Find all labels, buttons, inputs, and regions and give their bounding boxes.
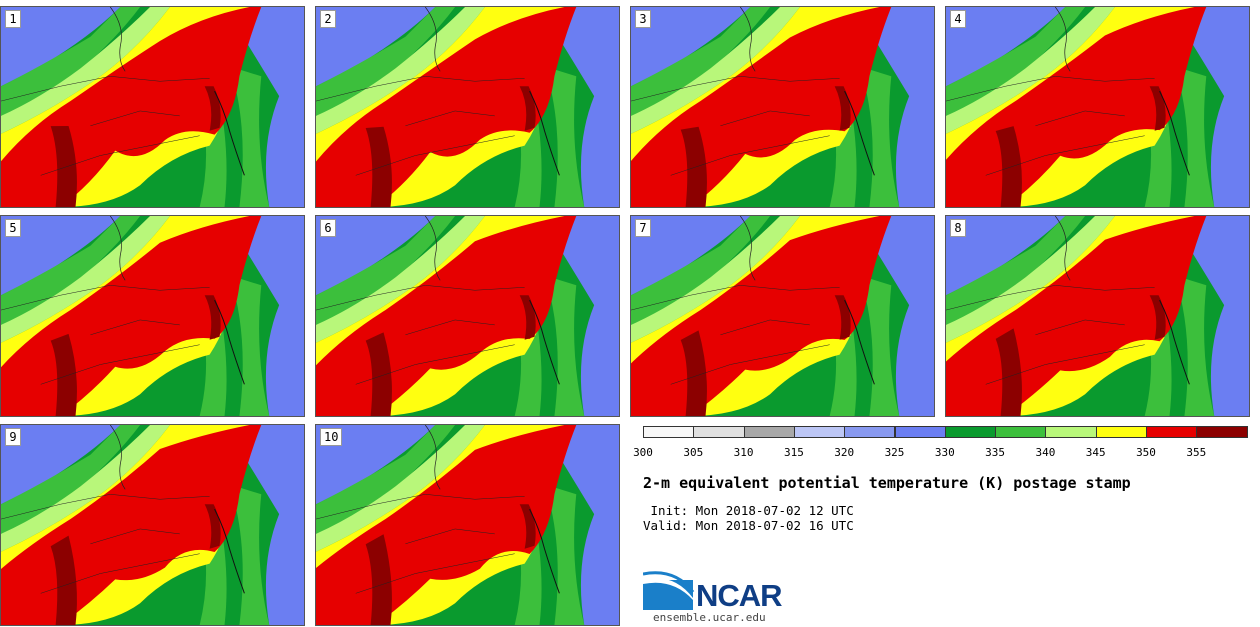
colorbar-tick-label: 315 — [783, 446, 804, 459]
ensemble-member-map: 5 — [0, 215, 305, 417]
member-number: 1 — [5, 10, 21, 28]
member-number: 6 — [320, 219, 336, 237]
colorbar-segment — [1146, 426, 1198, 438]
colorbar-segment — [693, 426, 745, 438]
member-number: 5 — [5, 219, 21, 237]
ensemble-member-map: 1 — [0, 6, 305, 208]
ensemble-member-map: 3 — [630, 6, 935, 208]
member-number: 8 — [950, 219, 966, 237]
member-number: 2 — [320, 10, 336, 28]
colorbar-segment — [844, 426, 896, 438]
colorbar-tick-label: 330 — [934, 446, 955, 459]
init-time: Init: Mon 2018-07-02 12 UTC — [643, 503, 854, 518]
colorbar-segment — [793, 426, 846, 438]
colorbar-segment — [944, 426, 997, 438]
ensemble-member-map: 8 — [945, 215, 1250, 417]
member-number: 7 — [635, 219, 651, 237]
ensemble-member-map: 9 — [0, 424, 305, 626]
figure-title: 2-m equivalent potential temperature (K)… — [643, 474, 1131, 492]
colorbar-segment — [894, 426, 946, 438]
colorbar-tick-label: 320 — [834, 446, 855, 459]
member-number: 9 — [5, 428, 21, 446]
colorbar-segment — [1095, 426, 1147, 438]
colorbar-tick-label: 350 — [1136, 446, 1156, 459]
colorbar-tick-label: 335 — [985, 446, 1006, 459]
valid-time: Valid: Mon 2018-07-02 16 UTC — [643, 518, 854, 533]
ensemble-member-map: 7 — [630, 215, 935, 417]
colorbar-tick-label: 325 — [884, 446, 905, 459]
colorbar-tick-label: 345 — [1085, 446, 1106, 459]
ensemble-member-map: 6 — [315, 215, 620, 417]
member-number: 3 — [635, 10, 651, 28]
colorbar-segment — [995, 426, 1047, 438]
colorbar-tick-label: 310 — [733, 446, 754, 459]
ensemble-member-map: 4 — [945, 6, 1250, 208]
member-number: 10 — [320, 428, 343, 446]
site-url: ensemble.ucar.edu — [653, 611, 766, 624]
colorbar-segment — [743, 426, 795, 438]
ncar-logo-icon — [643, 571, 695, 610]
colorbar-tick-label: 340 — [1035, 446, 1056, 459]
colorbar-tick-label: 300 — [633, 446, 653, 459]
colorbar: 300 305 310 315 320 325 330 335 340 345 350 355 — [633, 426, 1248, 459]
colorbar-segment — [1196, 426, 1248, 438]
member-number: 4 — [950, 10, 966, 28]
ncar-logo-text: NCAR — [696, 578, 783, 613]
colorbar-segment — [1045, 426, 1097, 438]
colorbar-tick-label: 305 — [683, 446, 704, 459]
colorbar-tick-label: 355 — [1186, 446, 1207, 459]
ensemble-member-map: 10 — [315, 424, 620, 626]
ensemble-member-map: 2 — [315, 6, 620, 208]
colorbar-segment — [643, 426, 695, 438]
